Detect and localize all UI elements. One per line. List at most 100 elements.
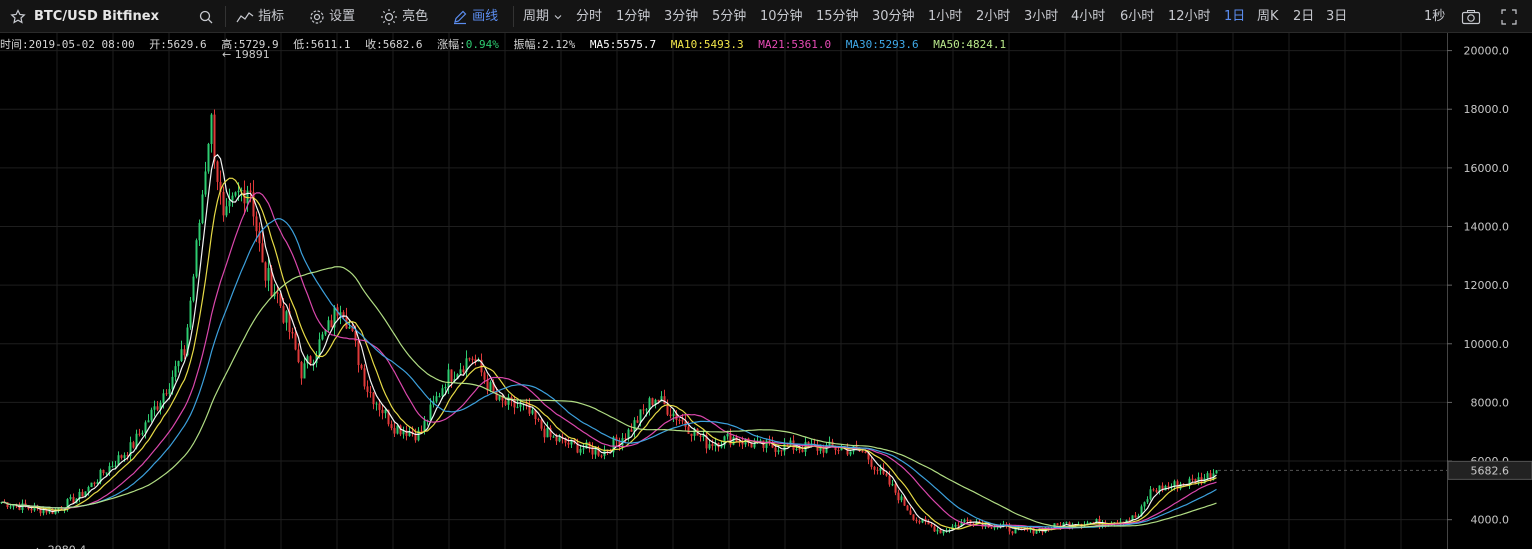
candle-body xyxy=(456,374,459,380)
candle-body xyxy=(369,391,372,393)
interval-tab[interactable]: 3小时 xyxy=(1024,9,1059,24)
candle-body xyxy=(1179,483,1182,489)
interval-tab[interactable]: 12小时 xyxy=(1168,9,1211,24)
candle-body xyxy=(654,399,657,405)
info-time: 时间:2019-05-02 08:00 xyxy=(0,38,135,51)
candle-body xyxy=(141,432,144,435)
candle-body xyxy=(474,359,477,362)
interval-tab[interactable]: 4小时 xyxy=(1071,9,1106,24)
price-axis-label: 18000.0 xyxy=(1464,103,1510,116)
indicators-button[interactable]: 指标 xyxy=(236,0,284,33)
candle-body xyxy=(447,369,450,387)
candle-body xyxy=(516,406,519,408)
candle-body xyxy=(159,402,162,410)
favorite-star-icon[interactable] xyxy=(10,0,26,33)
candles-group xyxy=(0,109,1218,536)
current-price-box xyxy=(1447,460,1532,480)
candle-body xyxy=(651,398,654,405)
candle-body xyxy=(174,366,177,377)
candle-body xyxy=(774,447,777,452)
candle-body xyxy=(1143,502,1146,507)
fullscreen-icon[interactable] xyxy=(1500,0,1518,33)
interval-tab[interactable]: 2小时 xyxy=(976,9,1011,24)
candle-body xyxy=(897,492,900,501)
candle-body xyxy=(723,436,726,446)
candle-body xyxy=(672,413,675,417)
candle-body xyxy=(435,396,438,402)
draw-button[interactable]: 画线 xyxy=(452,0,498,33)
candle-body xyxy=(408,431,411,436)
candle-body xyxy=(267,268,270,281)
candle-body xyxy=(864,451,867,453)
candle-body xyxy=(600,455,603,457)
candle-body xyxy=(648,398,651,410)
candle-body xyxy=(219,181,222,192)
symbol-title[interactable]: BTC/USD Bitfinex xyxy=(34,9,159,24)
candle-body xyxy=(1140,506,1143,516)
candle-body xyxy=(30,508,33,511)
theme-label: 亮色 xyxy=(402,9,429,24)
candle-body xyxy=(162,393,165,403)
price-axis-label: 4000.0 xyxy=(1471,514,1510,527)
candlestick-chart[interactable]: 4000.06000.08000.010000.012000.014000.01… xyxy=(0,33,1532,549)
candle-body xyxy=(465,358,468,372)
candle-body xyxy=(270,268,273,297)
search-icon[interactable] xyxy=(199,0,213,33)
settings-button[interactable]: 设置 xyxy=(309,0,355,33)
theme-toggle-button[interactable]: 亮色 xyxy=(380,0,428,33)
interval-tab[interactable]: 分时 xyxy=(576,9,603,24)
candle-body xyxy=(348,327,351,329)
candle-body xyxy=(627,429,630,439)
interval-tab[interactable]: 2日 xyxy=(1293,9,1315,24)
candle-body xyxy=(231,195,234,201)
candle-body xyxy=(528,404,531,414)
info-low: 低:5611.1 xyxy=(293,38,351,51)
candle-body xyxy=(1056,523,1059,526)
interval-tab[interactable]: 5分钟 xyxy=(712,9,747,24)
indicators-label: 指标 xyxy=(258,9,285,24)
interval-tab[interactable]: 3日 xyxy=(1326,9,1348,24)
candle-body xyxy=(471,358,474,360)
candle-body xyxy=(1086,522,1089,525)
candle-body xyxy=(483,372,486,380)
interval-tab[interactable]: 10分钟 xyxy=(760,9,803,24)
candle-body xyxy=(1014,527,1017,534)
candle-body xyxy=(27,506,30,509)
period-dropdown[interactable]: 周期 xyxy=(523,0,563,33)
candle-body xyxy=(291,332,294,334)
interval-tab[interactable]: 周K xyxy=(1257,9,1279,24)
candle-body xyxy=(1161,485,1164,491)
candle-body xyxy=(1089,522,1092,524)
camera-icon[interactable] xyxy=(1461,0,1481,33)
interval-tab[interactable]: 1小时 xyxy=(928,9,963,24)
info-ma21: MA21:5361.0 xyxy=(758,38,832,51)
candle-body xyxy=(330,320,333,328)
candle-body xyxy=(567,442,570,445)
candle-body xyxy=(609,450,612,453)
candle-body xyxy=(873,466,876,470)
candle-body xyxy=(6,502,9,508)
candle-body xyxy=(186,327,189,356)
candle-body xyxy=(930,524,933,527)
interval-tab[interactable]: 15分钟 xyxy=(816,9,859,24)
max-price-label: ← 19891 xyxy=(222,48,270,61)
candle-body xyxy=(54,509,57,514)
interval-tab[interactable]: 30分钟 xyxy=(872,9,915,24)
indicator-icon xyxy=(236,11,254,22)
candle-body xyxy=(57,508,60,510)
refresh-rate[interactable]: 1秒 xyxy=(1424,9,1446,24)
interval-tab[interactable]: 1日 xyxy=(1224,9,1246,24)
candle-body xyxy=(396,425,399,434)
candle-body xyxy=(984,522,987,527)
interval-tab[interactable]: 3分钟 xyxy=(664,9,699,24)
candle-body xyxy=(450,369,453,382)
candle-body xyxy=(366,386,369,392)
candle-body xyxy=(468,358,471,360)
candle-body xyxy=(534,410,537,420)
info-amplitude: 振幅:2.12% xyxy=(513,38,576,51)
candle-body xyxy=(753,443,756,448)
interval-tab[interactable]: 1分钟 xyxy=(616,9,651,24)
interval-tab[interactable]: 6小时 xyxy=(1120,9,1155,24)
candle-body xyxy=(624,438,627,440)
candle-body xyxy=(84,491,87,497)
